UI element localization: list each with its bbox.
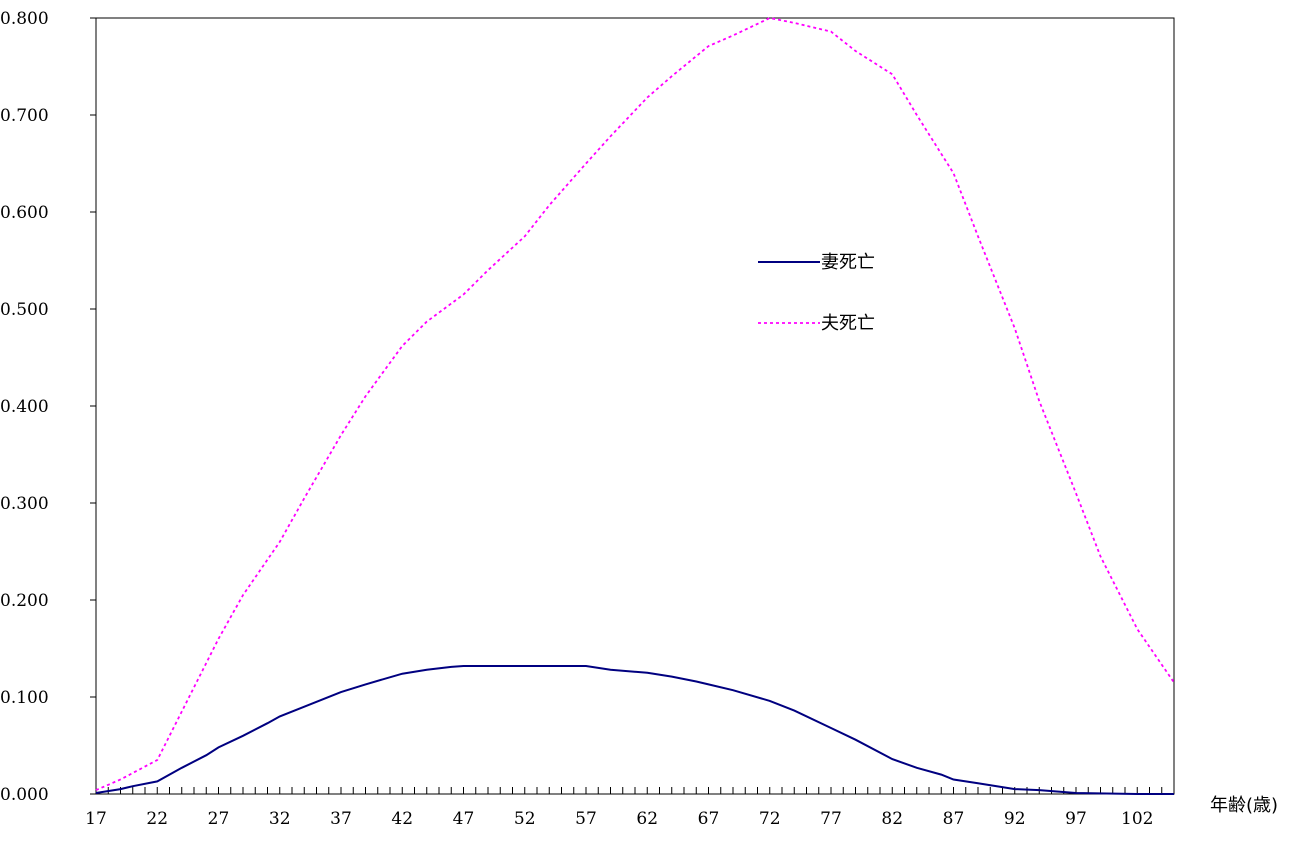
y-tick-label: 0.100 [0,688,49,708]
x-tick-label: 52 [514,809,536,829]
y-tick-label: 0.600 [0,203,49,223]
y-tick-label: 0.700 [0,106,49,126]
x-tick-label: 87 [943,809,965,829]
x-axis-ticks: 17 22 27 32 37 42 47 52 57 62 67 72 77 82 87 92 97 102 [85,787,1175,829]
y-tick-label: 0.400 [0,397,49,417]
x-tick-label: 102 [1121,809,1153,829]
legend-label-husband: 夫死亡 [821,313,875,334]
plot-area [95,17,1175,795]
legend: 妻死亡 夫死亡 [758,252,875,334]
x-tick-label: 82 [881,809,903,829]
x-tick-label: 32 [269,809,291,829]
x-tick-label: 17 [85,809,107,829]
x-axis-title: 年齢(歳) [1210,795,1278,816]
x-tick-label: 92 [1004,809,1026,829]
x-tick-label: 42 [391,809,413,829]
x-tick-label: 77 [820,809,842,829]
series-layer [95,17,1175,795]
series-line-husband [95,17,1175,791]
y-tick-label: 0.800 [0,9,49,29]
y-axis-ticks: 0.000 0.100 0.200 0.300 0.400 0.500 0.600 0.700… [0,9,96,805]
x-tick-label: 47 [453,809,475,829]
x-tick-label: 37 [330,809,352,829]
x-tick-label: 57 [575,809,597,829]
x-tick-label: 97 [1065,809,1087,829]
y-tick-label: 0.000 [0,785,49,805]
series-line-wife [95,665,1174,795]
x-tick-label: 27 [208,809,230,829]
legend-label-wife: 妻死亡 [821,252,875,273]
y-tick-label: 0.300 [0,494,49,514]
x-tick-label: 22 [146,809,168,829]
y-tick-label: 0.500 [0,300,49,320]
x-tick-label: 62 [636,809,658,829]
y-tick-label: 0.200 [0,591,49,611]
x-tick-label: 67 [698,809,720,829]
x-tick-label: 72 [759,809,781,829]
